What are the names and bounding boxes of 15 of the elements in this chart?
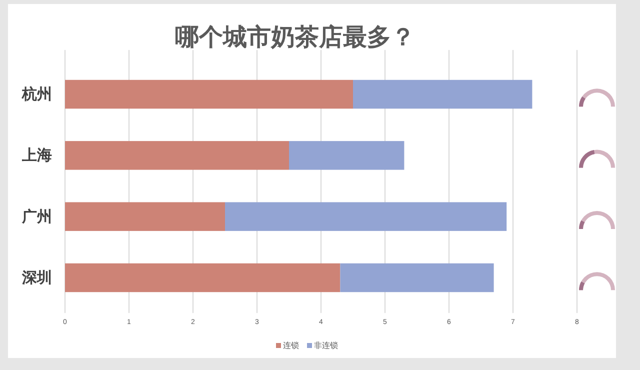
legend-label: 非连锁: [314, 341, 338, 350]
bar: [340, 263, 494, 292]
bar: [289, 141, 404, 170]
y-tick-label: 杭州: [21, 85, 52, 104]
legend-label: 连锁: [283, 341, 299, 350]
chart-title: 哪个城市奶茶店最多？: [175, 23, 415, 51]
bar: [65, 141, 289, 170]
y-tick-label: 广州: [21, 207, 52, 226]
bar: [353, 80, 532, 109]
y-tick-label: 上海: [21, 147, 52, 164]
bar: [65, 202, 225, 231]
bar: [225, 202, 507, 231]
y-tick-label: 深圳: [21, 270, 52, 287]
bar: [65, 80, 353, 109]
bar: [65, 263, 340, 292]
